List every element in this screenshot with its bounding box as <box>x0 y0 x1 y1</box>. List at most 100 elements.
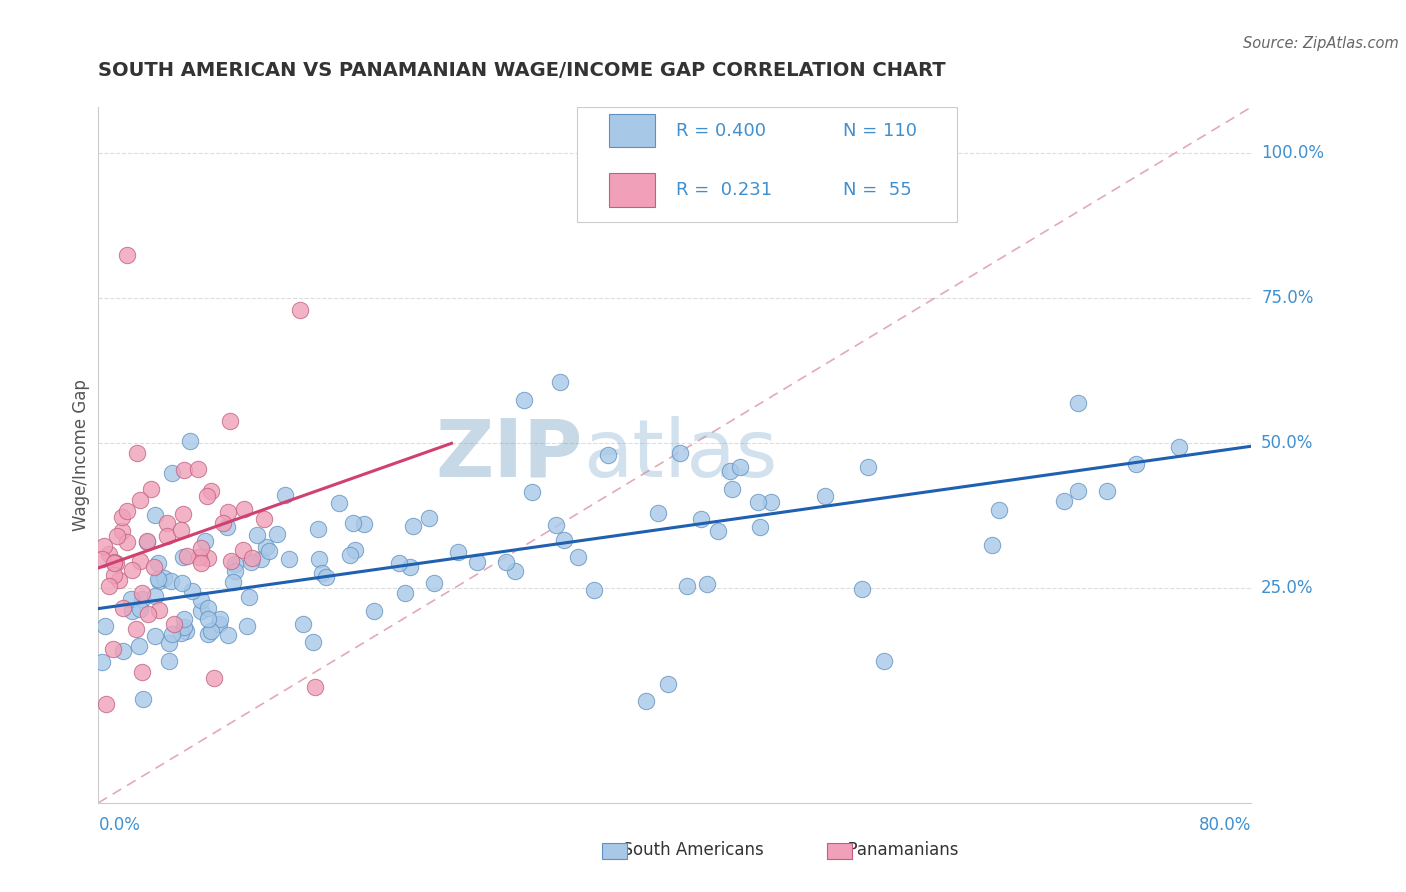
Point <box>188 550 211 565</box>
Point <box>465 555 488 569</box>
Point <box>153 570 176 584</box>
Point <box>197 550 219 565</box>
Point <box>503 564 526 578</box>
Text: Panamanians: Panamanians <box>837 841 957 859</box>
Point <box>156 516 179 530</box>
Text: N = 110: N = 110 <box>844 121 917 140</box>
Point <box>363 603 385 617</box>
Point <box>131 665 153 680</box>
Text: R = 0.400: R = 0.400 <box>676 121 766 140</box>
Point <box>394 586 416 600</box>
Point <box>97 579 120 593</box>
Point <box>1168 440 1191 454</box>
Point <box>759 495 782 509</box>
Point <box>170 575 193 590</box>
Point <box>143 590 166 604</box>
Point <box>721 483 744 497</box>
Point <box>290 303 312 318</box>
Point <box>254 540 277 554</box>
Point <box>197 626 219 640</box>
Point <box>194 533 217 548</box>
Point <box>224 558 246 572</box>
Point <box>307 522 329 536</box>
Text: 100.0%: 100.0% <box>1261 145 1324 162</box>
Point <box>233 501 256 516</box>
Point <box>112 644 135 658</box>
Point <box>1125 457 1147 471</box>
Point <box>202 671 225 685</box>
Point <box>163 617 186 632</box>
Point <box>115 534 138 549</box>
Point <box>160 574 183 588</box>
Point <box>179 434 201 448</box>
Point <box>339 549 361 563</box>
Point <box>190 541 212 556</box>
Point <box>212 516 235 530</box>
Point <box>128 640 150 654</box>
Text: 50.0%: 50.0% <box>1261 434 1313 452</box>
Point <box>94 619 117 633</box>
Point <box>236 619 259 633</box>
Point <box>125 446 148 460</box>
Point <box>131 591 153 606</box>
Point <box>181 584 204 599</box>
Point <box>873 654 896 668</box>
Point <box>274 488 297 502</box>
Point <box>328 496 350 510</box>
Point <box>94 698 117 712</box>
Text: 25.0%: 25.0% <box>1261 579 1313 598</box>
Point <box>172 507 194 521</box>
Point <box>546 517 568 532</box>
Point <box>129 601 152 615</box>
Point <box>240 550 263 565</box>
Point <box>131 586 153 600</box>
Point <box>301 635 323 649</box>
Point <box>120 591 142 606</box>
Point <box>132 691 155 706</box>
Point <box>219 554 242 568</box>
Point <box>647 506 669 520</box>
Point <box>195 489 218 503</box>
Point <box>748 520 770 534</box>
Point <box>174 624 197 638</box>
Point <box>222 574 245 589</box>
Point <box>252 511 274 525</box>
Point <box>108 573 131 587</box>
FancyBboxPatch shape <box>609 114 655 147</box>
Y-axis label: Wage/Income Gap: Wage/Income Gap <box>72 379 90 531</box>
Point <box>136 533 159 548</box>
Point <box>187 462 209 476</box>
Point <box>173 620 195 634</box>
FancyBboxPatch shape <box>576 107 957 222</box>
Point <box>111 524 134 538</box>
Point <box>239 555 262 569</box>
Point <box>730 460 752 475</box>
Point <box>520 484 543 499</box>
Point <box>217 505 239 519</box>
Point <box>121 604 143 618</box>
Point <box>146 556 169 570</box>
Point <box>512 392 534 407</box>
Point <box>141 482 163 496</box>
Point <box>304 680 326 694</box>
Point <box>103 555 125 569</box>
Point <box>170 523 193 537</box>
Point <box>136 535 159 549</box>
Text: R =  0.231: R = 0.231 <box>676 181 772 199</box>
Point <box>690 511 713 525</box>
Point <box>101 642 124 657</box>
Point <box>232 542 254 557</box>
Point <box>121 563 143 577</box>
Point <box>676 579 699 593</box>
Point <box>111 510 134 524</box>
Text: Source: ZipAtlas.com: Source: ZipAtlas.com <box>1243 36 1399 51</box>
Point <box>250 552 273 566</box>
Point <box>583 583 606 598</box>
Point <box>548 376 571 390</box>
Text: atlas: atlas <box>582 416 778 494</box>
Point <box>104 556 127 570</box>
Point <box>160 626 183 640</box>
Point <box>143 629 166 643</box>
Point <box>246 527 269 541</box>
Point <box>707 524 730 538</box>
